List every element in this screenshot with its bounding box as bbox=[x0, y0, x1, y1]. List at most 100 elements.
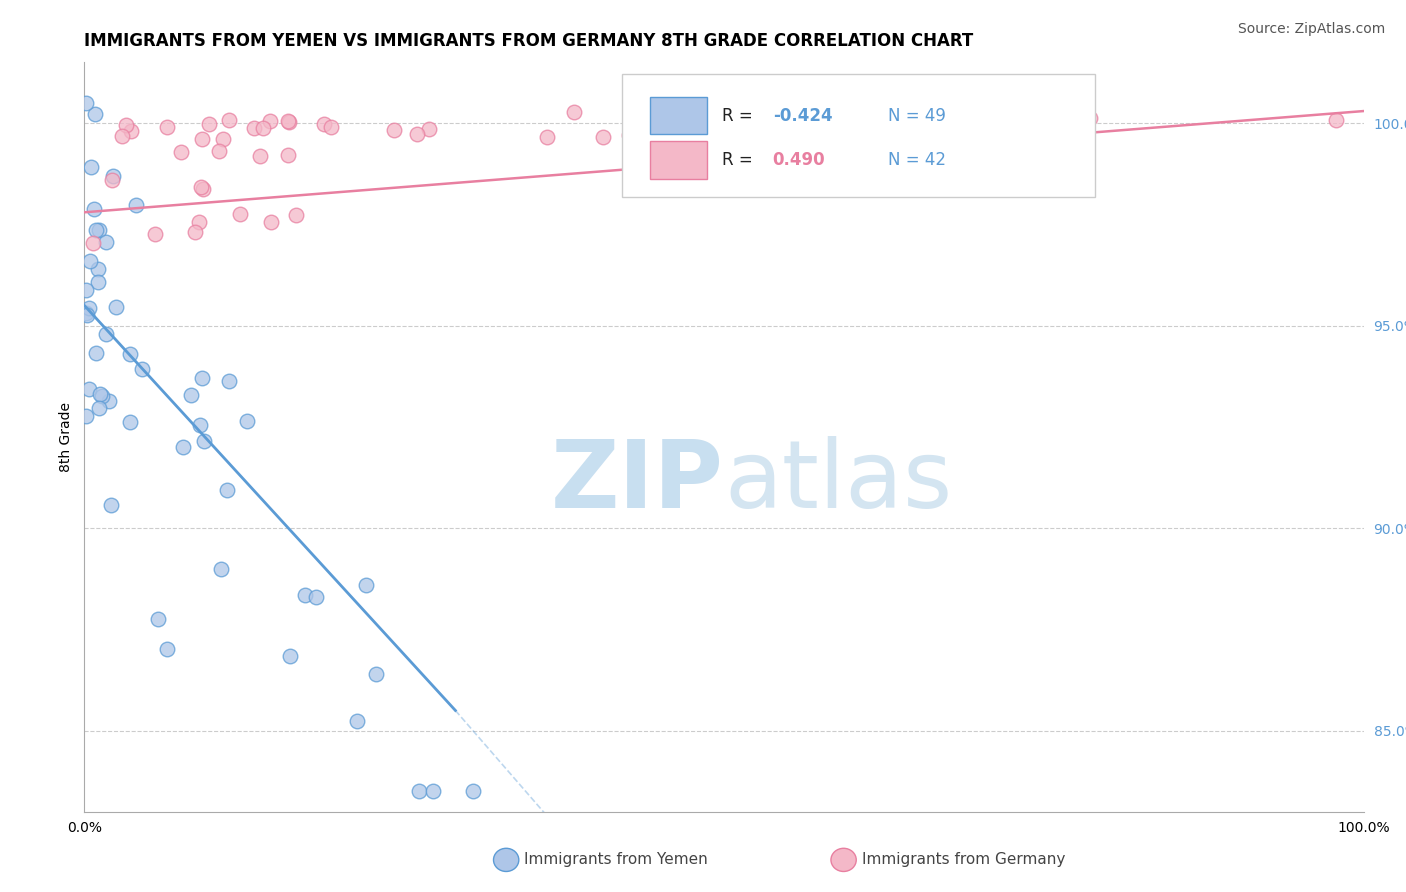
Point bbox=[209, 562, 232, 576]
Point bbox=[75, 283, 97, 297]
Point bbox=[156, 642, 179, 657]
Point bbox=[408, 784, 430, 798]
Point bbox=[278, 649, 301, 664]
Point bbox=[79, 382, 101, 396]
Point bbox=[260, 215, 283, 229]
Point bbox=[366, 666, 388, 681]
Text: ZIP: ZIP bbox=[551, 436, 724, 528]
Point bbox=[98, 393, 121, 408]
Point bbox=[382, 123, 405, 137]
Point bbox=[346, 714, 368, 729]
Point bbox=[422, 784, 444, 798]
Point bbox=[619, 128, 641, 143]
Point bbox=[103, 169, 125, 183]
Point bbox=[94, 235, 117, 249]
Point bbox=[89, 223, 111, 237]
Text: N = 49: N = 49 bbox=[887, 107, 946, 125]
Point bbox=[218, 374, 240, 388]
Point bbox=[76, 309, 98, 323]
Point bbox=[91, 389, 114, 403]
Point bbox=[218, 112, 240, 127]
Point bbox=[146, 612, 169, 626]
Text: atlas: atlas bbox=[724, 436, 952, 528]
Point bbox=[463, 784, 485, 798]
Point bbox=[562, 104, 585, 119]
Point bbox=[897, 122, 920, 136]
Point bbox=[180, 387, 202, 401]
Point bbox=[100, 498, 122, 512]
Y-axis label: 8th Grade: 8th Grade bbox=[59, 402, 73, 472]
Point bbox=[661, 121, 683, 136]
Point bbox=[354, 577, 377, 591]
Point bbox=[80, 160, 103, 174]
Point bbox=[125, 198, 148, 212]
Point bbox=[198, 117, 221, 131]
Point bbox=[592, 130, 614, 145]
Point bbox=[304, 590, 326, 604]
Point bbox=[208, 145, 231, 159]
Point bbox=[183, 225, 205, 239]
Point bbox=[1078, 111, 1101, 125]
Text: 0.490: 0.490 bbox=[773, 151, 825, 169]
Point bbox=[75, 305, 97, 319]
Point bbox=[120, 415, 142, 429]
Point bbox=[236, 414, 259, 428]
Point bbox=[190, 180, 212, 194]
Point bbox=[405, 127, 427, 141]
Text: -0.424: -0.424 bbox=[773, 107, 832, 125]
Point bbox=[188, 417, 211, 432]
Point bbox=[131, 362, 153, 376]
Point bbox=[294, 588, 316, 602]
Point bbox=[278, 114, 301, 128]
FancyBboxPatch shape bbox=[650, 141, 707, 178]
Point bbox=[104, 300, 127, 314]
Point bbox=[75, 409, 97, 423]
Point bbox=[143, 227, 166, 241]
Point bbox=[276, 148, 298, 162]
Point bbox=[284, 208, 307, 222]
Point bbox=[277, 114, 299, 128]
Point bbox=[84, 107, 107, 121]
Point bbox=[711, 114, 734, 128]
Point bbox=[170, 145, 193, 159]
Point bbox=[89, 387, 111, 401]
Point bbox=[86, 275, 108, 289]
Point bbox=[115, 118, 138, 132]
Text: R =: R = bbox=[721, 151, 758, 169]
Point bbox=[120, 347, 142, 361]
Point bbox=[79, 253, 101, 268]
Point bbox=[100, 173, 122, 187]
FancyBboxPatch shape bbox=[621, 74, 1095, 197]
Point bbox=[87, 401, 110, 415]
Text: Immigrants from Yemen: Immigrants from Yemen bbox=[524, 852, 709, 867]
Point bbox=[86, 262, 108, 277]
Point bbox=[252, 120, 274, 135]
Point bbox=[215, 483, 238, 497]
Point bbox=[77, 301, 100, 316]
Point bbox=[259, 113, 281, 128]
Point bbox=[319, 120, 342, 134]
Text: N = 42: N = 42 bbox=[887, 151, 946, 169]
Text: Source: ZipAtlas.com: Source: ZipAtlas.com bbox=[1237, 22, 1385, 37]
Point bbox=[628, 130, 651, 145]
Point bbox=[84, 346, 107, 360]
Point bbox=[156, 120, 179, 135]
Text: R =: R = bbox=[721, 107, 758, 125]
Point bbox=[120, 124, 142, 138]
Point bbox=[211, 131, 233, 145]
Point bbox=[86, 223, 108, 237]
Point bbox=[83, 202, 105, 216]
Point bbox=[75, 95, 97, 110]
FancyBboxPatch shape bbox=[650, 97, 707, 135]
Point bbox=[191, 131, 214, 145]
Point bbox=[418, 122, 440, 136]
Text: IMMIGRANTS FROM YEMEN VS IMMIGRANTS FROM GERMANY 8TH GRADE CORRELATION CHART: IMMIGRANTS FROM YEMEN VS IMMIGRANTS FROM… bbox=[84, 32, 973, 50]
Point bbox=[243, 120, 266, 135]
Point bbox=[96, 326, 118, 341]
Point bbox=[111, 128, 134, 143]
Point bbox=[1324, 113, 1347, 128]
Point bbox=[249, 149, 271, 163]
Point bbox=[536, 130, 558, 145]
Point bbox=[193, 182, 215, 196]
Point bbox=[193, 434, 215, 449]
